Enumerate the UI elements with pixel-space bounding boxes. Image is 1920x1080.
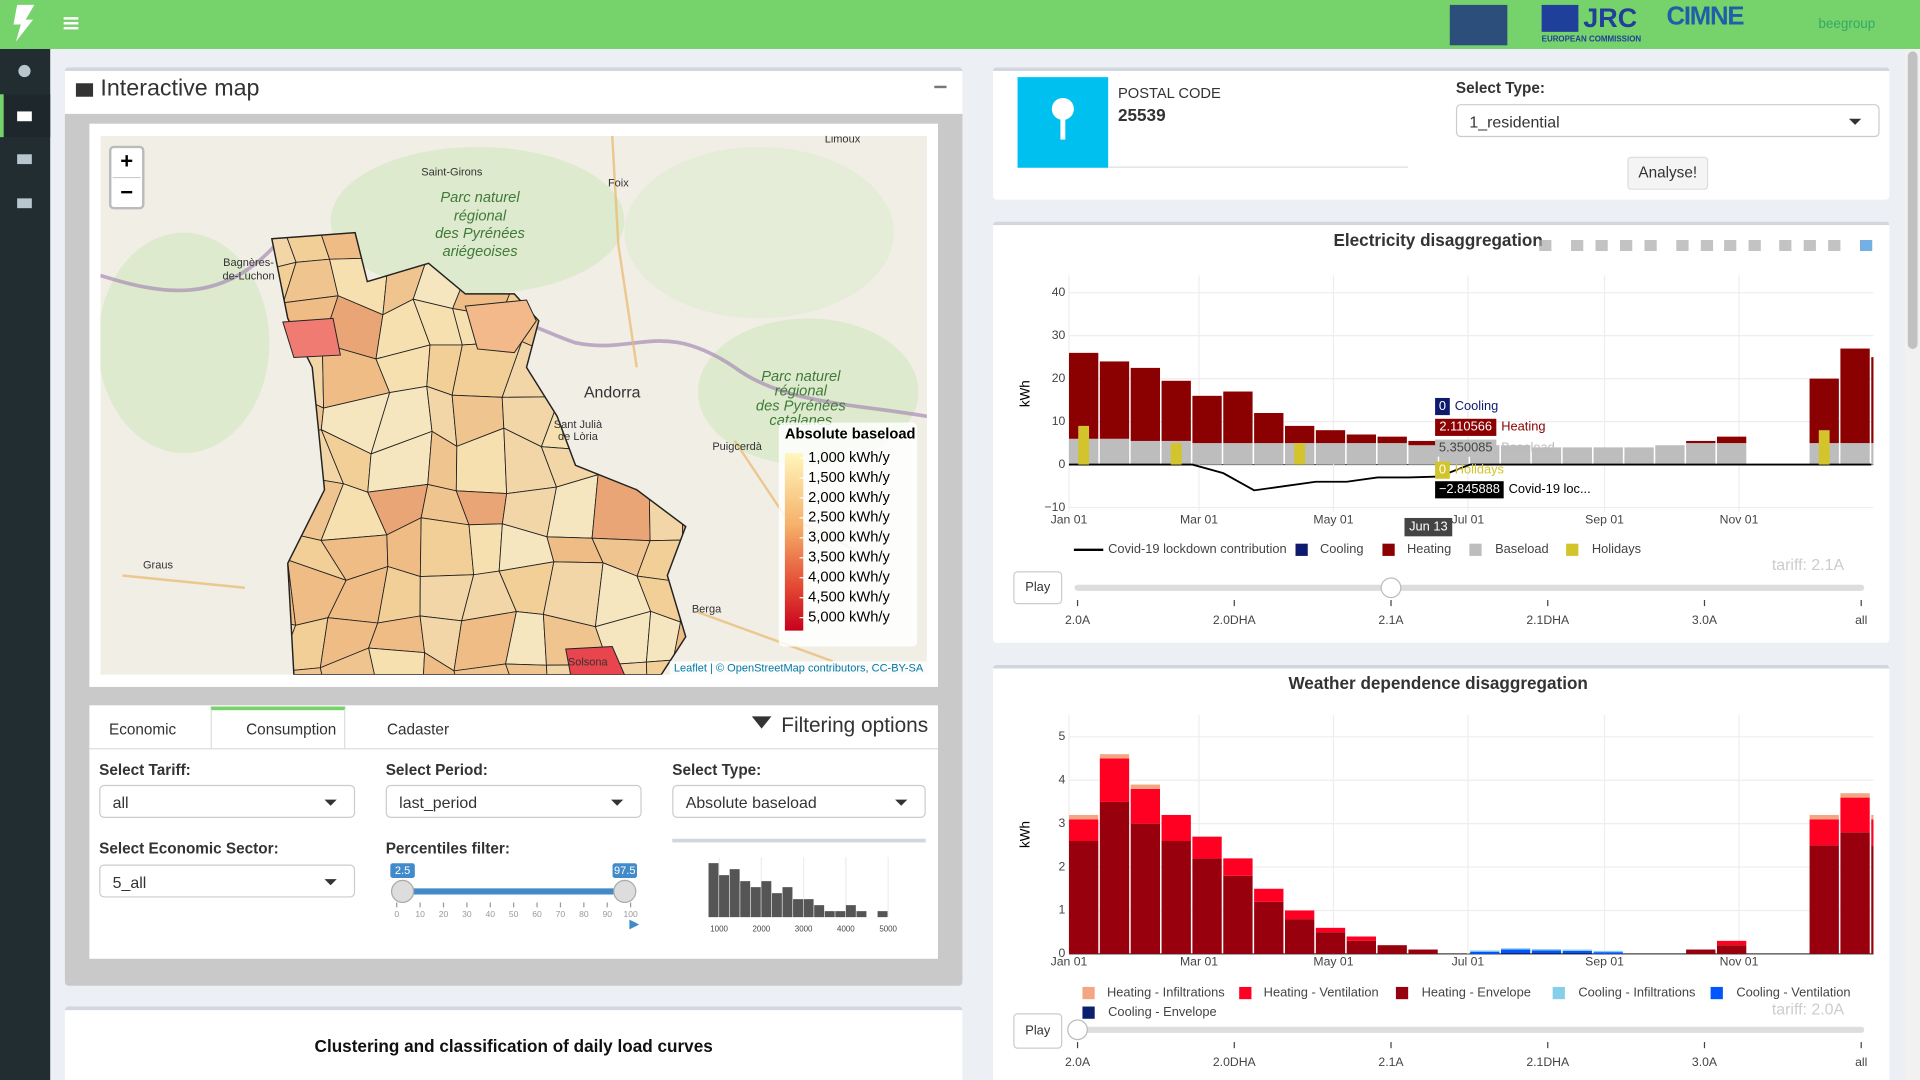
map-box-header bbox=[64, 71, 963, 114]
menu-toggle[interactable] bbox=[63, 17, 79, 20]
chart-box bbox=[993, 664, 1890, 1080]
postal-box bbox=[993, 67, 1890, 200]
select[interactable]: 5_all bbox=[99, 864, 356, 898]
logo-emblem bbox=[1449, 4, 1508, 46]
field-label: Select Type: bbox=[1455, 79, 1545, 97]
active-tab[interactable] bbox=[210, 706, 346, 750]
field-label: Select Type: bbox=[672, 761, 762, 779]
divider bbox=[672, 838, 926, 843]
sidebar bbox=[0, 48, 51, 1080]
tab[interactable]: Cadaster bbox=[386, 721, 450, 739]
clustering-box bbox=[64, 1006, 963, 1080]
chart-box bbox=[993, 221, 1890, 643]
tab[interactable]: Economic bbox=[108, 721, 177, 739]
logo-text: CIMNE bbox=[1666, 2, 1745, 31]
logo-text: JRC bbox=[1583, 2, 1638, 34]
filter-icon bbox=[751, 716, 772, 738]
eu-flag bbox=[1541, 4, 1579, 32]
logo-text: EUROPEAN COMMISSION bbox=[1541, 35, 1642, 45]
scrollbar-thumb[interactable] bbox=[1907, 51, 1918, 349]
logo-text: beegroup bbox=[1818, 17, 1876, 32]
field-label: Select Economic Sector: bbox=[99, 840, 279, 858]
top-bar bbox=[0, 0, 1920, 49]
sidebar-active[interactable] bbox=[0, 94, 51, 138]
pin-icon bbox=[1051, 97, 1074, 120]
select[interactable]: 1_residential bbox=[1455, 104, 1880, 138]
select[interactable]: all bbox=[99, 784, 356, 818]
select[interactable]: Absolute baseload bbox=[672, 784, 926, 818]
box-title: Clustering and classification of daily l… bbox=[314, 1035, 713, 1056]
map-card bbox=[89, 123, 938, 687]
map-icon bbox=[75, 83, 94, 97]
info-label: POSTAL CODE bbox=[1117, 84, 1221, 102]
select[interactable]: last_period bbox=[385, 784, 642, 818]
divider bbox=[1108, 166, 1409, 168]
filter-heading: Filtering options bbox=[781, 713, 929, 738]
field-label: Select Tariff: bbox=[99, 761, 191, 779]
tab-line bbox=[89, 748, 938, 750]
analyse-button[interactable]: Analyse! bbox=[1627, 156, 1709, 190]
field-label: Percentiles filter: bbox=[385, 840, 510, 858]
collapse-button[interactable] bbox=[934, 85, 947, 89]
info-value: 25539 bbox=[1117, 105, 1166, 125]
tab[interactable]: Consumption bbox=[246, 721, 337, 739]
pin-icon bbox=[1060, 117, 1066, 140]
field-label: Select Period: bbox=[385, 761, 488, 779]
box-title: Interactive map bbox=[100, 75, 260, 102]
